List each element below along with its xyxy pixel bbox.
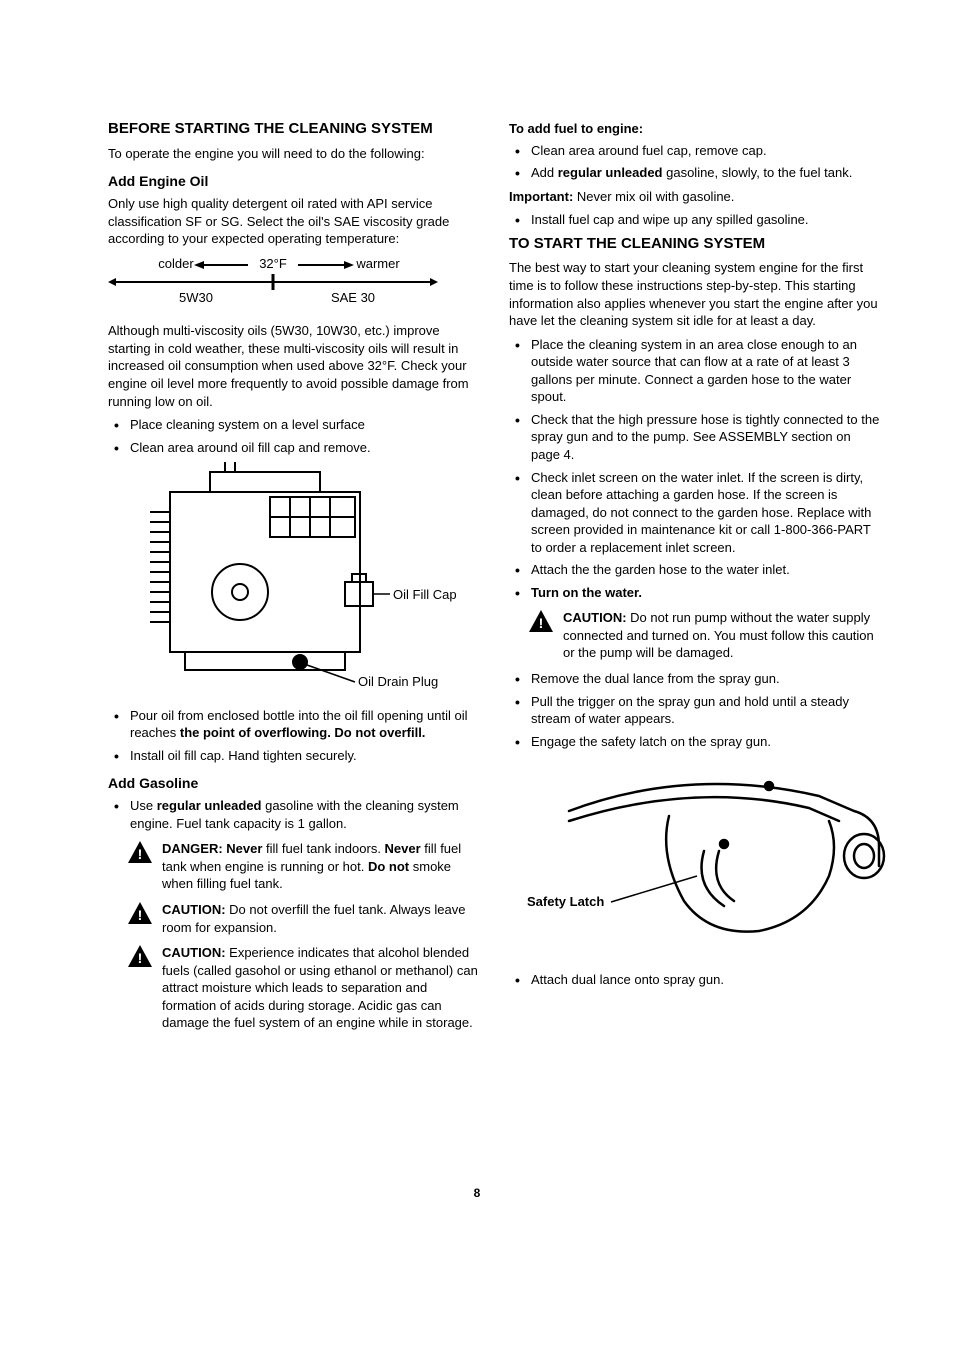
heading-add-gasoline: Add Gasoline xyxy=(108,774,481,793)
svg-text:colder: colder xyxy=(158,256,194,271)
oil-paragraph-2: Although multi-viscosity oils (5W30, 10W… xyxy=(108,322,481,410)
left-column: BEFORE STARTING THE CLEANING SYSTEM To o… xyxy=(108,120,481,1040)
intro-text: To operate the engine you will need to d… xyxy=(108,145,481,163)
warning-icon: ! xyxy=(529,610,553,632)
list-item: Use regular unleaded gasoline with the c… xyxy=(108,797,481,832)
svg-text:Oil Fill Cap: Oil Fill Cap xyxy=(393,587,457,602)
important-note: Important: Never mix oil with gasoline. xyxy=(509,188,882,206)
caution-box-2: ! CAUTION: Experience indicates that alc… xyxy=(128,944,481,1032)
heading-add-fuel: To add fuel to engine: xyxy=(509,120,882,138)
caution-box-1: ! CAUTION: Do not overfill the fuel tank… xyxy=(128,901,481,936)
warning-icon: ! xyxy=(128,902,152,924)
spray-gun-figure: Safety Latch xyxy=(509,756,882,961)
list-item: Attach the the garden hose to the water … xyxy=(509,561,882,579)
list-item: Engage the safety latch on the spray gun… xyxy=(509,733,882,751)
start-steps-2: Remove the dual lance from the spray gun… xyxy=(509,670,882,750)
svg-text:Oil Drain Plug: Oil Drain Plug xyxy=(358,674,438,689)
gasoline-steps: Use regular unleaded gasoline with the c… xyxy=(108,797,481,832)
caution-pump: ! CAUTION: Do not run pump without the w… xyxy=(529,609,882,662)
list-item: Add regular unleaded gasoline, slowly, t… xyxy=(509,164,882,182)
heading-to-start: TO START THE CLEANING SYSTEM xyxy=(509,235,882,254)
start-steps-1: Place the cleaning system in an area clo… xyxy=(509,336,882,602)
svg-text:32°F: 32°F xyxy=(259,256,287,271)
svg-text:!: ! xyxy=(539,615,544,631)
warning-icon: ! xyxy=(128,945,152,967)
list-item: Place the cleaning system in an area clo… xyxy=(509,336,882,406)
svg-text:SAE 30: SAE 30 xyxy=(331,290,375,305)
svg-text:warmer: warmer xyxy=(355,256,400,271)
list-item: Check inlet screen on the water inlet. I… xyxy=(509,469,882,557)
list-item: Check that the high pressure hose is tig… xyxy=(509,411,882,464)
list-item: Pull the trigger on the spray gun and ho… xyxy=(509,693,882,728)
right-column: To add fuel to engine: Clean area around… xyxy=(509,120,882,1040)
warning-icon: ! xyxy=(128,841,152,863)
start-steps-3: Attach dual lance onto spray gun. xyxy=(509,971,882,989)
fuel-steps: Clean area around fuel cap, remove cap. … xyxy=(509,142,882,182)
heading-add-oil: Add Engine Oil xyxy=(108,172,481,191)
svg-text:!: ! xyxy=(138,907,143,923)
svg-text:!: ! xyxy=(138,950,143,966)
page-number: 8 xyxy=(0,1185,954,1201)
danger-box: ! DANGER: Never fill fuel tank indoors. … xyxy=(128,840,481,893)
oil-steps-2: Pour oil from enclosed bottle into the o… xyxy=(108,707,481,765)
list-item: Remove the dual lance from the spray gun… xyxy=(509,670,882,688)
fuel-steps-2: Install fuel cap and wipe up any spilled… xyxy=(509,211,882,229)
start-paragraph: The best way to start your cleaning syst… xyxy=(509,259,882,329)
list-item: Pour oil from enclosed bottle into the o… xyxy=(108,707,481,742)
heading-before-starting: BEFORE STARTING THE CLEANING SYSTEM xyxy=(108,120,481,139)
list-item: Place cleaning system on a level surface xyxy=(108,416,481,434)
svg-text:Safety Latch: Safety Latch xyxy=(527,894,604,909)
engine-figure: Oil Fill Cap Oil Drain Plug xyxy=(130,462,481,697)
list-item: Turn on the water. xyxy=(509,584,882,602)
list-item: Clean area around fuel cap, remove cap. xyxy=(509,142,882,160)
svg-text:5W30: 5W30 xyxy=(179,290,213,305)
list-item: Install fuel cap and wipe up any spilled… xyxy=(509,211,882,229)
oil-paragraph-1: Only use high quality detergent oil rate… xyxy=(108,195,481,248)
list-item: Attach dual lance onto spray gun. xyxy=(509,971,882,989)
list-item: Install oil fill cap. Hand tighten secur… xyxy=(108,747,481,765)
list-item: Clean area around oil fill cap and remov… xyxy=(108,439,481,457)
svg-text:!: ! xyxy=(138,846,143,862)
oil-steps-1: Place cleaning system on a level surface… xyxy=(108,416,481,456)
temperature-chart: colder 32°F warmer 5W30 SAE 30 xyxy=(108,256,481,313)
